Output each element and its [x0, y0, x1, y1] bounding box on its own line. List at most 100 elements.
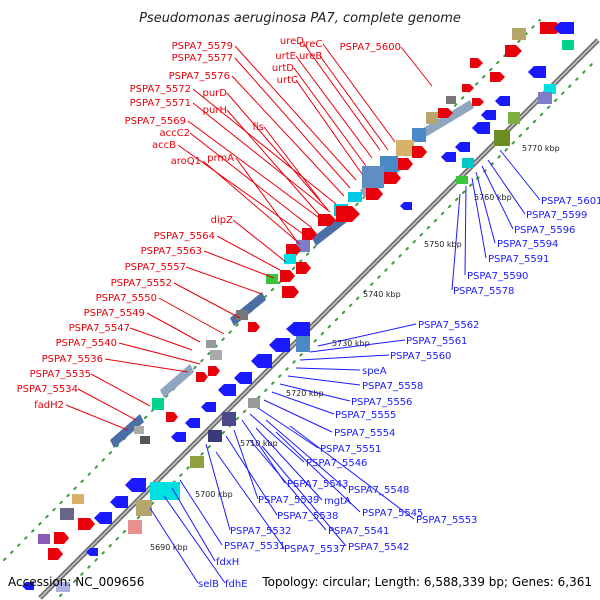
gene-label-PSPA7_5555: PSPA7_5555	[335, 410, 396, 421]
gene-block	[190, 456, 204, 468]
gene-label-PSPA7_5551: PSPA7_5551	[320, 444, 381, 455]
gene-arrow	[528, 66, 546, 78]
genome-summary-label: Topology: circular; Length: 6,588,339 bp…	[261, 575, 592, 589]
gene-arrow	[78, 518, 95, 530]
gene-arrow	[438, 108, 453, 118]
reverse-callout-lines	[149, 149, 541, 584]
tick-label: 5770 kbp	[522, 144, 560, 153]
gene-label-PSPA7_5554: PSPA7_5554	[334, 428, 395, 439]
gene-arrow	[286, 322, 310, 336]
gene-arrow	[22, 582, 34, 590]
gene-block	[152, 398, 164, 410]
gene-label-PSPA7_5543: PSPA7_5543	[287, 479, 348, 490]
gene-arrow	[336, 206, 360, 222]
gene-block	[150, 482, 180, 500]
gene-label-PSPA7_5537: PSPA7_5537	[284, 544, 345, 555]
lower-dotted-track	[59, 59, 597, 597]
gene-label-PSPA7_5552: PSPA7_5552	[111, 278, 172, 289]
gene-label-PSPA7_5576: PSPA7_5576	[169, 71, 230, 82]
tick-label: 5750 kbp	[424, 240, 462, 249]
gene-label-ureC: ureC	[299, 39, 322, 50]
gene-arrow	[269, 338, 290, 352]
gene-label-fadH2: fadH2	[34, 400, 64, 411]
gene-block	[208, 430, 222, 442]
gene-arrow	[455, 142, 470, 152]
gene-block	[462, 158, 474, 168]
gene-label-PSPA7_5534: PSPA7_5534	[17, 384, 78, 395]
gene-block	[544, 84, 556, 94]
tick-label: 5710 kbp	[240, 439, 278, 448]
gene-label-ureB: ureB	[299, 51, 322, 62]
gc-segment	[110, 414, 144, 448]
gene-arrow	[208, 366, 220, 376]
gene-block	[446, 96, 456, 104]
gene-label-PSPA7_5564: PSPA7_5564	[154, 231, 215, 242]
gene-block	[508, 112, 520, 124]
gene-label-PSPA7_5590: PSPA7_5590	[467, 271, 528, 282]
gene-arrow	[86, 548, 98, 556]
gene-label-fdhE: fdhE	[225, 579, 248, 590]
gene-label-PSPA7_5579: PSPA7_5579	[172, 41, 233, 52]
gene-label-PSPA7_5536: PSPA7_5536	[42, 354, 103, 365]
rna-block	[136, 500, 152, 516]
gene-arrow	[400, 202, 412, 210]
gene-arrow	[282, 286, 299, 298]
gene-label-fdxH: fdxH	[216, 557, 239, 568]
gene-label-PSPA7_5545: PSPA7_5545	[362, 508, 423, 519]
gene-block	[248, 398, 260, 408]
gene-block	[362, 166, 384, 188]
forward-callout-lines	[65, 43, 433, 431]
gene-label-PSPA7_5541: PSPA7_5541	[328, 526, 389, 537]
gene-label-aroQ1: aroQ1	[171, 156, 201, 167]
gene-arrow	[398, 158, 413, 170]
gene-arrow	[171, 432, 186, 442]
gene-label-PSPA7_5535: PSPA7_5535	[30, 369, 91, 380]
gene-label-PSPA7_5601: PSPA7_5601	[541, 196, 600, 207]
reverse-strand-genes	[22, 22, 574, 592]
gene-arrow	[318, 214, 336, 226]
gene-label-speA: speA	[362, 366, 387, 377]
gene-label-PSPA7_5547: PSPA7_5547	[69, 323, 130, 334]
gene-block	[562, 40, 574, 50]
gene-label-ureD: ureD	[280, 36, 304, 47]
gene-label-urtD: urtD	[272, 63, 294, 74]
gene-label-PSPA7_5594: PSPA7_5594	[497, 239, 558, 250]
position-ticks: 5690 kbp 5700 kbp 5710 kbp 5720 kbp 5730…	[150, 144, 560, 552]
upper-dotted-track	[3, 19, 541, 561]
gene-label-PSPA7_5539: PSPA7_5539	[258, 495, 319, 506]
gene-block	[348, 192, 362, 202]
gene-label-PSPA7_5577: PSPA7_5577	[172, 53, 233, 64]
gene-arrow	[296, 262, 311, 274]
gene-arrow	[125, 478, 146, 492]
gene-arrow	[280, 270, 295, 282]
gene-label-accB: accB	[152, 140, 176, 151]
gene-arrow	[495, 96, 510, 106]
gene-label-mgtA: mgtA	[324, 496, 351, 507]
gene-arrow	[472, 98, 484, 106]
gene-block	[412, 128, 426, 142]
gene-block	[296, 336, 310, 352]
gc-segment	[420, 100, 474, 138]
gene-label-PSPA7_5561: PSPA7_5561	[406, 336, 467, 347]
rna-block	[426, 112, 438, 124]
gene-block	[140, 436, 150, 444]
gene-label-dipZ: dipZ	[211, 215, 233, 226]
forward-gene-labels: ureD ureC urtE ureB urtD urtC PSPA7_5579…	[17, 36, 401, 411]
outer-dotted-tracks	[3, 19, 597, 597]
gene-block	[396, 140, 414, 156]
gene-block	[38, 534, 50, 544]
gene-arrow	[110, 496, 128, 508]
gene-label-PSPA7_5538: PSPA7_5538	[277, 511, 338, 522]
gene-arrow	[366, 188, 383, 200]
gene-label-PSPA7_5578: PSPA7_5578	[453, 286, 514, 297]
gene-label-PSPA7_5600: PSPA7_5600	[340, 42, 401, 53]
gene-block	[538, 92, 552, 104]
gene-arrow	[470, 58, 483, 68]
gene-arrow	[472, 122, 490, 134]
gene-label-PSPA7_5560: PSPA7_5560	[390, 351, 451, 362]
tick-label: 5690 kbp	[150, 543, 188, 552]
gene-block	[134, 426, 144, 434]
gene-arrow	[462, 84, 474, 92]
